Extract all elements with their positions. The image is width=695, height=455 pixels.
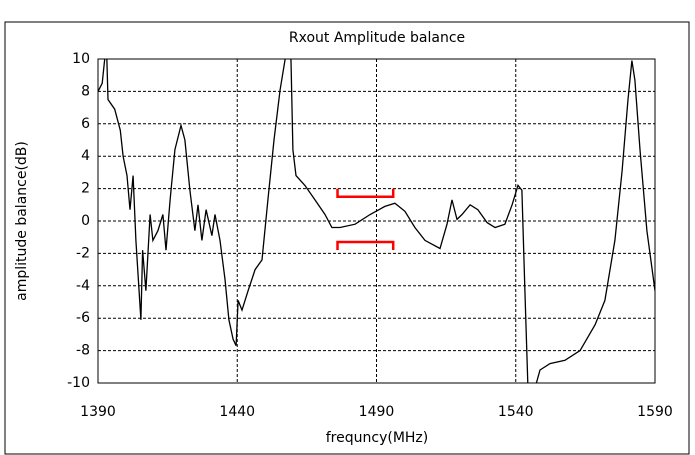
figure-frame [4,21,690,455]
plot-frame [97,58,656,384]
y-tick-label: 0 [81,213,90,229]
x-axis-label: frequncy(MHz) [326,430,428,446]
y-tick-label: 8 [81,83,90,99]
chart-title: Rxout Amplitude balance [289,30,465,46]
y-tick-label: -8 [76,343,90,359]
y-tick-label: 4 [81,148,90,164]
upper-limit [336,188,395,198]
y-tick-label: -10 [67,375,90,391]
y-tick-label: -6 [76,310,90,326]
x-tick-label: 1590 [637,404,673,420]
y-tick-label: 6 [81,116,90,132]
x-tick-label: 1390 [80,404,116,420]
data-line [98,59,655,383]
y-tick-label: 10 [72,51,90,67]
x-tick-label: 1440 [219,404,255,420]
y-axis-label: amplitude balance(dB) [14,141,30,301]
y-tick-label: -2 [76,245,90,261]
y-tick-label: -4 [76,278,90,294]
y-tick-label: 2 [81,181,90,197]
lower-limit [336,240,395,251]
x-tick-label: 1490 [359,404,395,420]
x-tick-label: 1540 [498,404,534,420]
